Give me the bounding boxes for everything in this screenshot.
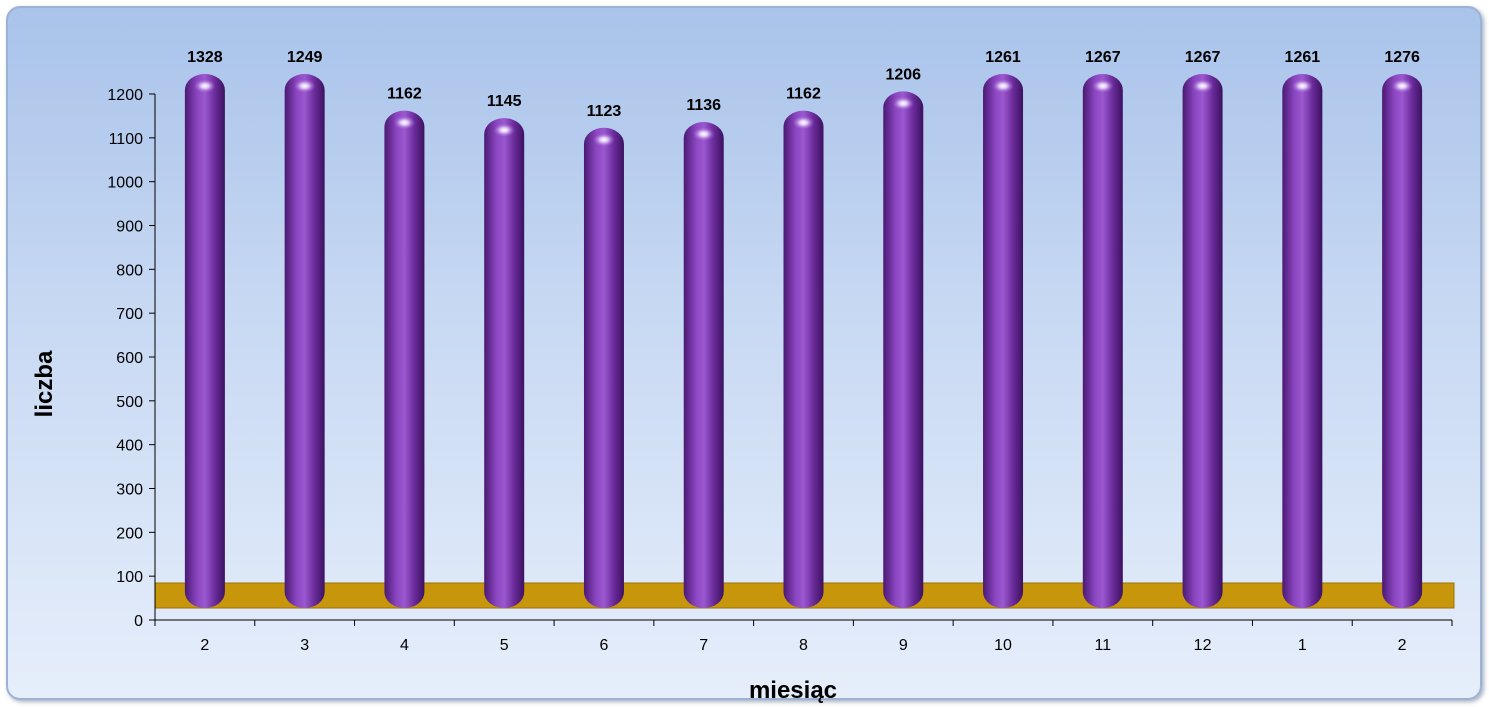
y-tick-label: 600 (116, 350, 143, 367)
bar (683, 122, 724, 608)
y-axis-title: liczba (31, 350, 58, 417)
bar (983, 74, 1024, 608)
y-tick-label: 700 (116, 306, 143, 323)
x-tick-label: 6 (600, 637, 609, 654)
data-label: 1267 (1185, 49, 1221, 66)
bar-body (1282, 74, 1323, 608)
bar-body (583, 127, 624, 609)
bar (284, 74, 325, 608)
bar-body (983, 74, 1024, 608)
bar-highlight (992, 79, 1015, 93)
bar (583, 127, 624, 609)
bar (883, 91, 924, 609)
x-axis-title: miesiąc (749, 677, 837, 704)
x-tick-label: 7 (699, 637, 708, 654)
data-label: 1145 (487, 93, 522, 110)
bar-body (883, 91, 924, 609)
bar-body (1182, 74, 1223, 608)
bar-highlight (1391, 79, 1414, 93)
x-tick-label: 12 (1194, 637, 1212, 654)
y-tick-label: 200 (116, 525, 143, 542)
data-label: 1267 (1085, 49, 1121, 66)
y-tick-label: 300 (116, 482, 143, 499)
bar-highlight (1091, 79, 1114, 93)
x-tick-label: 8 (799, 637, 808, 654)
bar (1382, 74, 1423, 608)
y-tick-label: 900 (116, 219, 143, 236)
bar-highlight (293, 79, 316, 93)
data-label: 1123 (587, 103, 622, 120)
bar-body (1382, 74, 1423, 608)
bar-highlight (1291, 79, 1314, 93)
bar-body (284, 74, 325, 608)
x-tick-label: 3 (300, 637, 309, 654)
bar-highlight (1191, 79, 1214, 93)
y-tick-label: 100 (116, 569, 143, 586)
y-tick-label: 800 (116, 262, 143, 279)
y-tick-label: 0 (134, 613, 143, 630)
data-label: 1249 (287, 49, 323, 66)
bar-highlight (792, 115, 815, 130)
bar (1082, 74, 1123, 608)
bar-body (384, 110, 425, 608)
bar (384, 110, 425, 608)
bar-highlight (493, 123, 516, 138)
bar-highlight (193, 79, 216, 93)
x-tick-label: 2 (1398, 637, 1407, 654)
data-label: 1261 (1285, 49, 1321, 66)
data-label: 1162 (387, 86, 422, 103)
bar-body (683, 122, 724, 608)
data-label: 1261 (985, 49, 1021, 66)
bar-body (184, 74, 225, 608)
bar-highlight (892, 96, 915, 111)
y-tick-label: 400 (116, 438, 143, 455)
bar-highlight (393, 115, 416, 130)
y-tick-label: 1200 (107, 87, 143, 104)
x-tick-label: 2 (200, 637, 209, 654)
bar-body (783, 110, 824, 608)
bar (184, 74, 225, 608)
x-tick-label: 11 (1095, 637, 1112, 654)
x-tick-label: 1 (1298, 637, 1307, 654)
bar (1282, 74, 1323, 608)
bar-highlight (592, 132, 615, 147)
x-tick-label: 5 (500, 637, 509, 654)
data-label: 1328 (187, 49, 223, 66)
x-tick-label: 9 (899, 637, 908, 654)
bar-highlight (692, 127, 715, 142)
y-tick-label: 1100 (109, 131, 144, 148)
x-tick-label: 4 (400, 637, 409, 654)
data-label: 1276 (1384, 49, 1420, 66)
bar-body (484, 118, 525, 608)
bar (1182, 74, 1223, 608)
bar (783, 110, 824, 608)
y-tick-label: 500 (116, 394, 143, 411)
data-label: 1136 (686, 97, 721, 114)
y-tick-label: 1000 (107, 175, 143, 192)
x-tick-label: 10 (994, 637, 1012, 654)
data-label: 1162 (786, 86, 821, 103)
data-label: 1206 (885, 66, 921, 83)
bar-body (1082, 74, 1123, 608)
bar (484, 118, 525, 608)
